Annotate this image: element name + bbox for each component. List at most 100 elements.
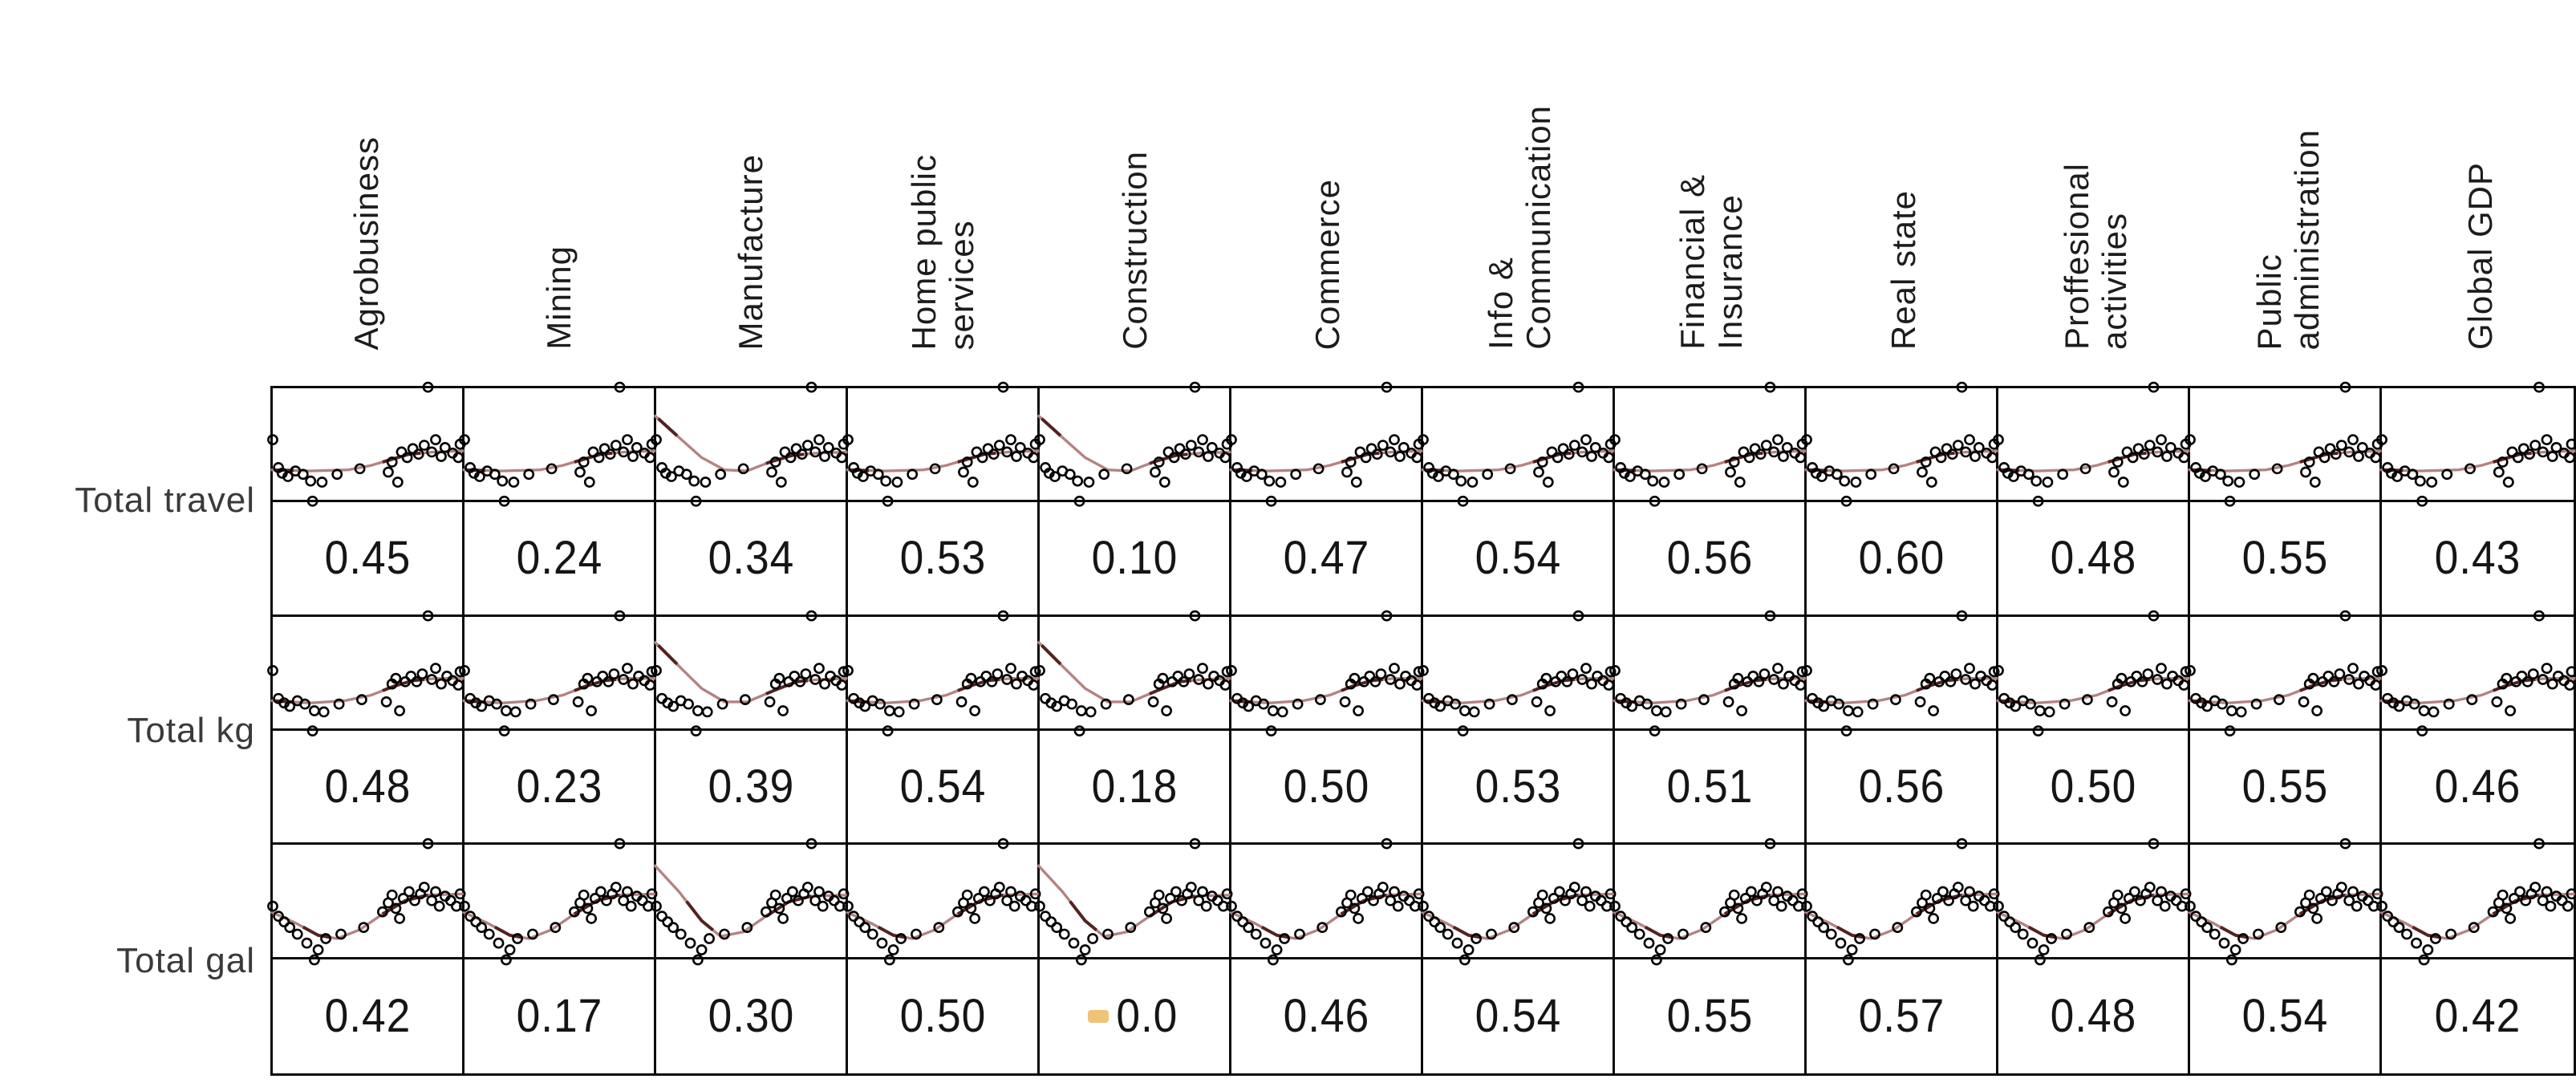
data-point [2102, 907, 2114, 918]
data-point [473, 471, 485, 482]
data-point [1203, 451, 1214, 462]
data-point [1365, 443, 1377, 455]
data-point [854, 916, 866, 928]
data-point [358, 922, 370, 934]
data-point [1654, 944, 1666, 956]
data-point [1360, 452, 1372, 464]
data-point [872, 468, 884, 481]
fit-line-dark-segment [1916, 677, 1958, 692]
data-point [992, 667, 1004, 679]
data-point [1567, 667, 1579, 679]
data-point [1345, 456, 1357, 468]
fit-line [1804, 676, 1998, 704]
data-point [1546, 446, 1558, 458]
data-point [1649, 495, 1661, 507]
data-point [1457, 724, 1469, 736]
data-point [1457, 495, 1469, 507]
data-point [1466, 477, 1479, 488]
data-point [312, 944, 324, 956]
data-point [1755, 448, 1767, 460]
fit-line-dark-segment [382, 677, 424, 692]
data-point [608, 667, 620, 679]
data-point [1920, 890, 1932, 901]
data-point [2537, 895, 2549, 907]
data-point [1349, 672, 1361, 684]
data-point [2185, 901, 2196, 912]
data-point [2393, 700, 2405, 712]
data-point [817, 901, 829, 912]
data-point [2401, 928, 2413, 940]
data-point [2497, 456, 2509, 468]
data-point [1649, 724, 1661, 736]
data-point [2550, 441, 2562, 453]
data-point [2533, 381, 2545, 393]
data-point [2505, 704, 2517, 716]
data-point [598, 443, 611, 455]
fit-line-dark-segment [956, 894, 1004, 916]
data-point [2022, 468, 2034, 481]
data-point [842, 901, 854, 912]
data-point [857, 471, 869, 482]
data-point [809, 673, 821, 685]
data-point [719, 928, 730, 940]
correlation-cell-gal-col11: 0.54 [2190, 959, 2382, 1073]
data-point [2159, 901, 2171, 912]
correlation-cell-travel-col5: 0.10 [1040, 502, 1231, 617]
data-point [509, 706, 521, 717]
data-point [876, 938, 888, 949]
data-point [1795, 679, 1807, 691]
data-point [1647, 475, 1659, 487]
data-point [1768, 895, 1780, 907]
correlation-cell-travel-col11: 0.55 [2190, 502, 2382, 617]
data-point [550, 922, 562, 934]
data-point [1970, 451, 1981, 462]
fit-line [1803, 892, 1998, 941]
data-point [2353, 678, 2364, 690]
column-header-cell: Construction [1039, 0, 1231, 367]
data-point [2493, 466, 2505, 478]
data-point [390, 902, 402, 915]
data-point [1910, 907, 1922, 918]
data-point [2416, 495, 2428, 507]
data-point [1736, 913, 1747, 925]
column-header-cell: Manufacture [655, 0, 847, 367]
data-point [1034, 901, 1045, 912]
data-point [1544, 913, 1556, 925]
data-point [1153, 890, 1165, 901]
data-point [604, 448, 616, 460]
data-point [1993, 664, 2004, 676]
data-point [1418, 901, 1429, 912]
scatter-cell-gal-col11 [2185, 838, 2383, 966]
data-point [644, 679, 656, 691]
data-point [622, 662, 633, 674]
data-point [386, 456, 398, 468]
data-point [1354, 446, 1366, 458]
data-point [1292, 698, 1304, 710]
data-point [1760, 882, 1772, 894]
fit-line-dark-segment [2027, 926, 2056, 939]
correlation-cell-gal-col5: 0.0 [1040, 959, 1231, 1073]
data-point [1550, 675, 1562, 687]
data-point [1375, 667, 1387, 679]
fit-line-dark-segment [1915, 894, 1962, 916]
data-point [2533, 838, 2545, 850]
data-point [376, 907, 388, 918]
data-point [622, 434, 633, 445]
data-point [1345, 890, 1357, 901]
data-point [1536, 456, 1548, 468]
data-point [1265, 495, 1277, 507]
data-point [1787, 895, 1799, 907]
data-point [2112, 456, 2124, 468]
data-point [2443, 698, 2455, 710]
data-point [436, 451, 447, 462]
data-point [1964, 434, 1975, 445]
data-point [2521, 675, 2533, 687]
data-point [2148, 610, 2160, 622]
data-point [1168, 452, 1180, 464]
data-point [1211, 895, 1223, 907]
data-point [1394, 678, 1406, 690]
data-point [2527, 667, 2539, 679]
fit-line [462, 676, 656, 704]
data-point [1147, 696, 1159, 708]
data-point [741, 922, 753, 934]
